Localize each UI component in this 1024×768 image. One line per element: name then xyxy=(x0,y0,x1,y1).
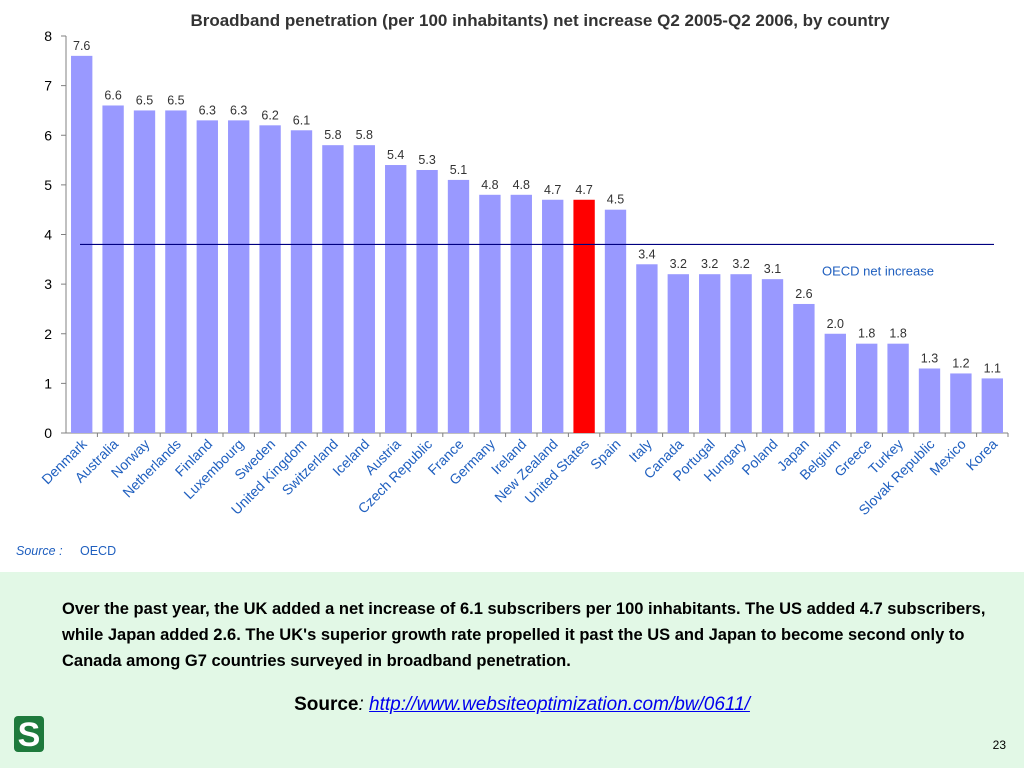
y-tick-label: 1 xyxy=(44,375,52,391)
value-label: 4.8 xyxy=(513,178,530,192)
value-label: 6.2 xyxy=(261,108,278,122)
bar-finland xyxy=(196,120,218,434)
source-label: Source xyxy=(294,694,359,715)
y-tick-label: 7 xyxy=(44,78,52,94)
bar-korea xyxy=(981,378,1003,433)
bar-hungary xyxy=(730,274,752,433)
x-tick-label: Korea xyxy=(963,436,1001,474)
x-tick-label: Mexico xyxy=(926,436,969,479)
value-label: 6.6 xyxy=(104,88,121,102)
value-label: 1.3 xyxy=(921,351,938,365)
oecd-reference-label: OECD net increase xyxy=(822,263,934,278)
bar-norway xyxy=(133,110,156,433)
bar-canada xyxy=(667,274,689,433)
bar-greece xyxy=(856,343,878,433)
source-note-value: OECD xyxy=(80,544,116,558)
bar-france xyxy=(447,179,470,433)
value-label: 4.7 xyxy=(575,183,592,197)
value-label: 3.2 xyxy=(732,257,749,271)
bar-slovak-republic xyxy=(918,368,941,433)
source-link[interactable]: http://www.websiteoptimization.com/bw/06… xyxy=(369,694,750,715)
bar-belgium xyxy=(824,333,846,433)
x-tick-label: Spain xyxy=(587,436,624,473)
source-line: Source: http://www.websiteoptimization.c… xyxy=(0,694,1024,716)
source-colon: : xyxy=(358,694,364,715)
value-label: 4.8 xyxy=(481,178,498,192)
value-label: 7.6 xyxy=(73,39,90,53)
bar-ireland xyxy=(510,194,532,433)
y-tick-label: 8 xyxy=(44,28,52,44)
logo-icon: S xyxy=(14,716,44,752)
value-label: 1.2 xyxy=(952,356,969,370)
value-label: 3.2 xyxy=(701,257,718,271)
bar-mexico xyxy=(950,373,972,433)
value-label: 1.1 xyxy=(984,361,1001,375)
value-label: 6.5 xyxy=(167,93,184,107)
value-label: 2.0 xyxy=(827,317,844,331)
bar-netherlands xyxy=(165,110,187,433)
bars xyxy=(71,55,1003,434)
bar-poland xyxy=(761,279,784,433)
value-label: 1.8 xyxy=(889,327,906,341)
bar-germany xyxy=(479,194,501,433)
value-label: 3.1 xyxy=(764,262,781,276)
bar-czech-republic xyxy=(416,169,438,434)
bar-iceland xyxy=(353,145,375,434)
logo-letter: S xyxy=(18,716,41,752)
x-tick-labels: DenmarkAustraliaNorwayNetherlandsFinland… xyxy=(38,433,1009,518)
value-label: 4.5 xyxy=(607,193,624,207)
value-label: 2.6 xyxy=(795,287,812,301)
y-tick-label: 3 xyxy=(44,276,52,292)
value-label: 5.4 xyxy=(387,148,404,162)
y-tick-label: 6 xyxy=(44,127,52,143)
page-number: 23 xyxy=(992,738,1006,752)
value-label: 6.1 xyxy=(293,113,310,127)
chart-title: Broadband penetration (per 100 inhabitan… xyxy=(190,11,890,30)
value-label: 5.8 xyxy=(324,128,341,142)
value-label: 4.7 xyxy=(544,183,561,197)
bar-chart: Broadband penetration (per 100 inhabitan… xyxy=(16,11,1009,558)
y-tick-label: 0 xyxy=(44,425,52,441)
bar-united-kingdom xyxy=(290,130,313,433)
bar-turkey xyxy=(887,343,909,433)
bar-spain xyxy=(604,209,627,433)
value-label: 5.3 xyxy=(418,153,435,167)
bar-japan xyxy=(793,303,815,433)
value-label: 5.8 xyxy=(356,128,373,142)
value-label: 3.2 xyxy=(670,257,687,271)
y-tick-label: 5 xyxy=(44,177,52,193)
source-note-label: Source : xyxy=(16,544,63,558)
bar-new-zealand xyxy=(542,199,564,433)
bar-united-states xyxy=(573,199,595,433)
bar-sweden xyxy=(259,125,281,433)
caption: Over the past year, the UK added a net i… xyxy=(62,600,986,670)
bar-luxembourg xyxy=(228,120,250,434)
bar-italy xyxy=(636,264,658,433)
bar-austria xyxy=(385,165,407,433)
chart-panel: Broadband penetration (per 100 inhabitan… xyxy=(0,0,1024,572)
value-label: 6.5 xyxy=(136,93,153,107)
value-labels: 7.6 6.6 6.5 6.5 6.3 6.3 6.2 6.1 5.8 5.8 5.4 5.3 5.1 4… xyxy=(73,39,1001,376)
value-label: 5.1 xyxy=(450,163,467,177)
x-tick-label: Poland xyxy=(738,436,780,478)
bar-switzerland xyxy=(322,145,344,434)
bar-portugal xyxy=(699,274,721,433)
bar-australia xyxy=(102,105,124,433)
value-label: 1.8 xyxy=(858,327,875,341)
value-label: 6.3 xyxy=(199,103,216,117)
y-tick-label: 4 xyxy=(44,227,52,243)
value-label: 6.3 xyxy=(230,103,247,117)
value-label: 3.4 xyxy=(638,247,655,261)
y-tick-label: 2 xyxy=(44,326,52,342)
